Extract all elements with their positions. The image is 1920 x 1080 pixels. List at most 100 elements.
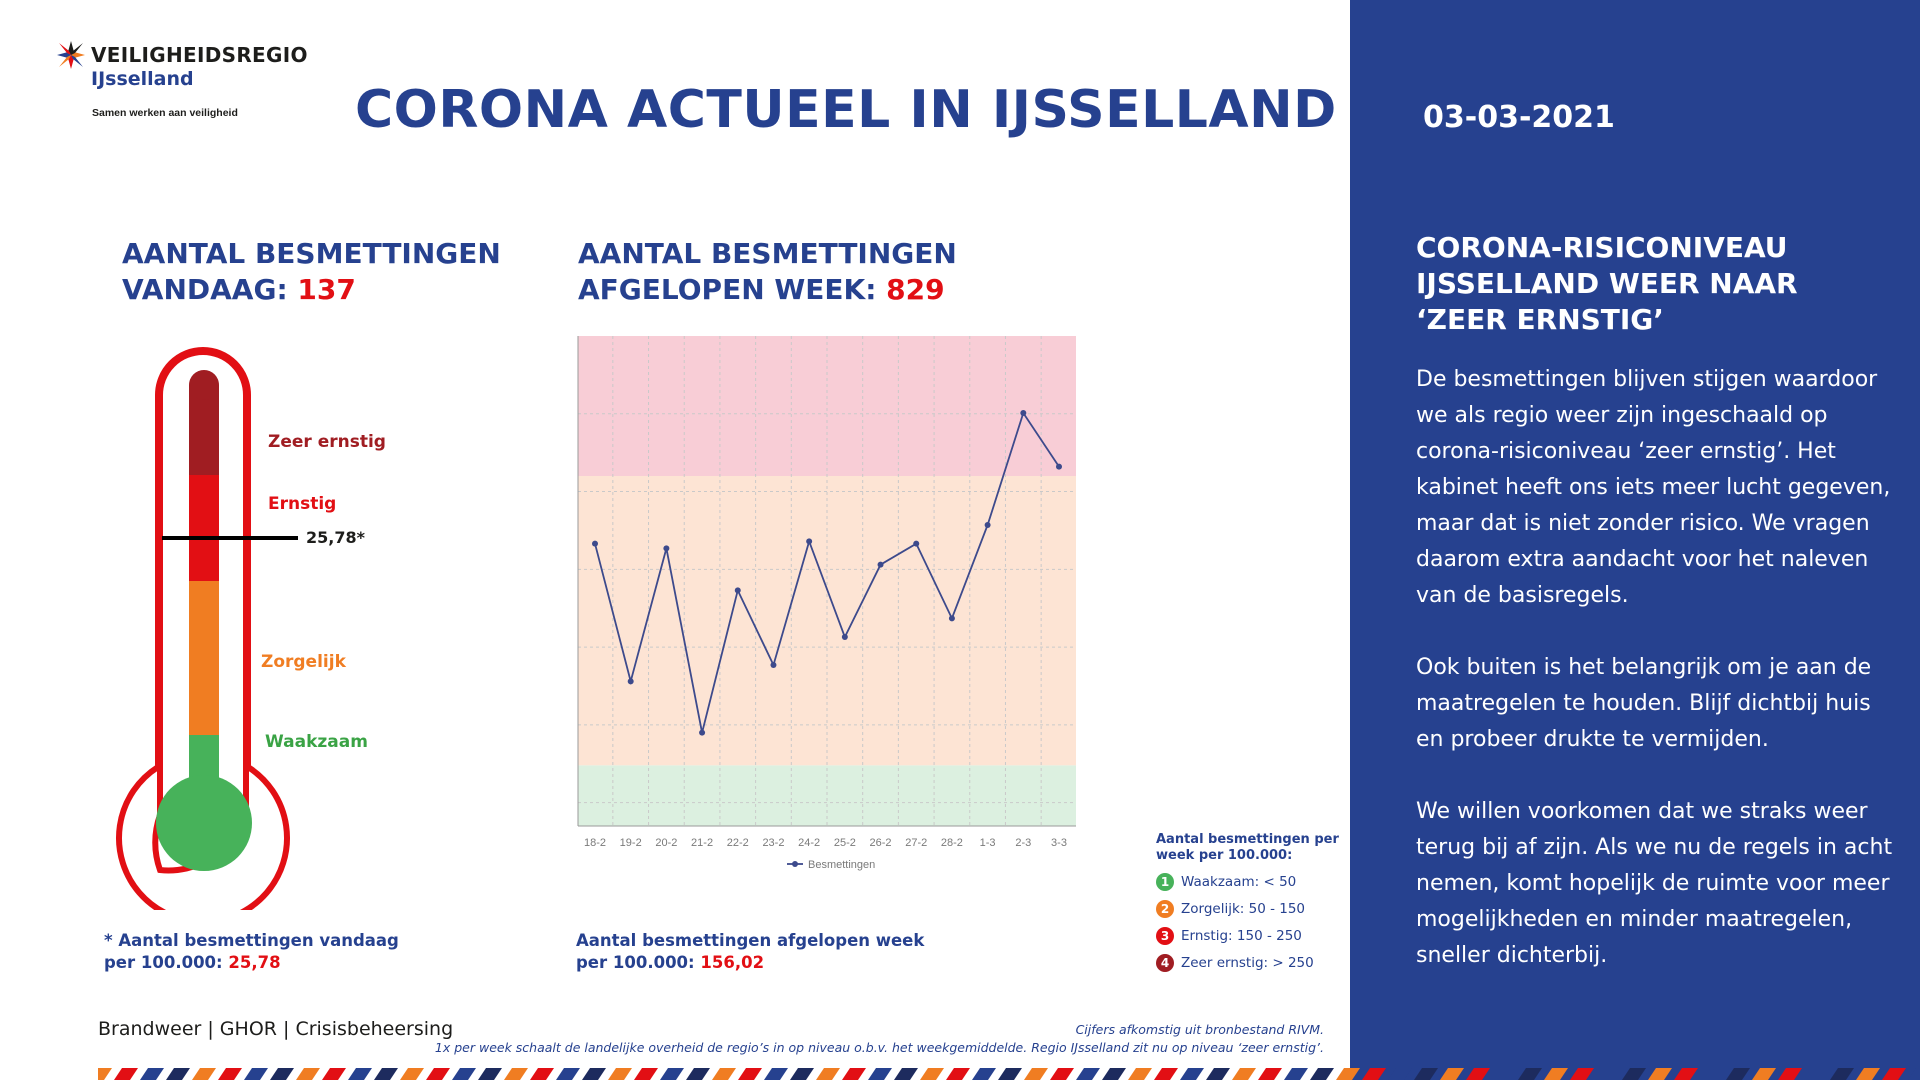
stripe-segment: [816, 1068, 840, 1080]
chart-point: [699, 729, 706, 736]
stripe-segment: [1596, 1068, 1620, 1080]
number-3-icon: 3: [1156, 927, 1174, 945]
chart-point: [734, 587, 741, 594]
stripe-segment: [712, 1068, 736, 1080]
page-title: CORONA ACTUEEL IN IJSSELLAND: [355, 80, 1337, 140]
chart-point: [913, 540, 920, 547]
risk-legend-item: 1 Waakzaam: < 50: [1156, 873, 1296, 891]
stripe-segment: [660, 1068, 684, 1080]
stripe-segment: [1440, 1068, 1464, 1080]
stripe-segment: [764, 1068, 788, 1080]
level-label-waakzaam: Waakzaam: [265, 732, 368, 752]
risk-legend-title-line1: Aantal besmettingen per: [1156, 832, 1339, 847]
stripe-segment: [1154, 1068, 1178, 1080]
stripe-segment: [894, 1068, 918, 1080]
chart-legend-marker: [792, 861, 798, 867]
stripe-segment: [1492, 1068, 1516, 1080]
risk-legend-item: 4 Zeer ernstig: > 250: [1156, 954, 1314, 972]
chart-x-tick-label: 1-3: [980, 837, 996, 849]
stripe-segment: [1206, 1068, 1230, 1080]
stripe-segment: [478, 1068, 502, 1080]
chart-point: [841, 634, 848, 640]
thermometer-frame: [116, 347, 290, 910]
stripe-segment: [1336, 1068, 1360, 1080]
stripe-segment: [1648, 1068, 1672, 1080]
week-value: 829: [886, 273, 945, 306]
risk-legend-item: 2 Zorgelijk: 50 - 150: [1156, 900, 1305, 918]
stripe-segment: [114, 1068, 138, 1080]
chart-point: [984, 522, 991, 528]
stripe-segment: [166, 1068, 190, 1080]
week-heading-line2: AFGELOPEN WEEK:: [578, 273, 887, 306]
stripe-segment: [192, 1068, 216, 1080]
thermometer-bulb: [156, 775, 252, 871]
week-heading-line1: AANTAL BESMETTINGEN: [578, 237, 957, 270]
week-footnote-line1: Aantal besmettingen afgelopen week: [576, 931, 925, 950]
thermometer-graphic: [116, 347, 298, 910]
stripe-segment: [842, 1068, 866, 1080]
stripe-segment: [452, 1068, 476, 1080]
stripe-segment: [1128, 1068, 1152, 1080]
stripe-segment: [1284, 1068, 1308, 1080]
stripe-segment: [1232, 1068, 1256, 1080]
stripe-segment: [426, 1068, 450, 1080]
level-label-zorgelijk: Zorgelijk: [261, 652, 346, 672]
stripe-segment: [608, 1068, 632, 1080]
stripe-segment: [504, 1068, 528, 1080]
stripe-segment: [1518, 1068, 1542, 1080]
org-region: IJsselland: [91, 68, 194, 90]
stripe-segment: [1700, 1068, 1724, 1080]
chart-point: [627, 678, 634, 685]
stripe-segment: [140, 1068, 164, 1080]
stripe-segment: [738, 1068, 762, 1080]
stripe-segment: [1856, 1068, 1880, 1080]
risk-legend-title-line2: week per 100.000:: [1156, 848, 1293, 863]
chart-legend-label: Besmettingen: [808, 859, 875, 871]
stripe-segment: [1102, 1068, 1126, 1080]
stripe-segment: [1544, 1068, 1568, 1080]
chart-x-tick-label: 3-3: [1051, 837, 1067, 849]
panel-heading-line1: CORONA-RISICONIVEAU: [1416, 231, 1788, 264]
side-panel: [1350, 0, 1920, 1080]
footer-services: Brandweer | GHOR | Crisisbeheersing: [98, 1018, 454, 1040]
stripe-segment: [920, 1068, 944, 1080]
stripe-segment: [686, 1068, 710, 1080]
chart-x-tick-label: 27-2: [905, 837, 927, 849]
stripe-segment: [634, 1068, 658, 1080]
chart-point: [1020, 410, 1027, 416]
stripe-segment: [582, 1068, 606, 1080]
stripe-segment: [1752, 1068, 1776, 1080]
stripe-segment: [348, 1068, 372, 1080]
stripe-segment: [1050, 1068, 1074, 1080]
level-zorgelijk: [189, 581, 219, 735]
stripe-segment: [790, 1068, 814, 1080]
stripe-segment: [1076, 1068, 1100, 1080]
chart-point: [1056, 463, 1062, 470]
risk-legend-label: Zorgelijk: 50 - 150: [1181, 901, 1306, 917]
stripe-segment: [946, 1068, 970, 1080]
chart-point: [948, 615, 955, 622]
method-note: 1x per week schaalt de landelijke overhe…: [434, 1040, 1324, 1055]
stripe-segment: [1622, 1068, 1646, 1080]
chart-x-tick-label: 25-2: [834, 837, 856, 849]
stripe-segment: [868, 1068, 892, 1080]
stripe-segment: [1388, 1068, 1412, 1080]
stripe-segment: [972, 1068, 996, 1080]
panel-paragraph: Ook buiten is het belangrijk om je aan d…: [1416, 655, 1872, 752]
chart-point: [877, 561, 884, 568]
stripe-segment: [998, 1068, 1022, 1080]
chart-x-tick-label: 2-3: [1015, 837, 1031, 849]
stripe-segment: [1362, 1068, 1386, 1080]
number-1-icon: 1: [1156, 873, 1174, 891]
thermometer-marker-label: 25,78*: [306, 528, 365, 547]
chart-x-tick-label: 26-2: [870, 837, 892, 849]
panel-heading: CORONA-RISICONIVEAU IJSSELLAND WEER NAAR…: [1416, 230, 1886, 338]
logo-star-icon: [57, 41, 85, 69]
risk-legend-label: Waakzaam: < 50: [1181, 874, 1297, 890]
stripe-segment: [1726, 1068, 1750, 1080]
stripe-segment: [1908, 1068, 1920, 1080]
stripe-segment: [1882, 1068, 1906, 1080]
stripe-segment: [1310, 1068, 1334, 1080]
stripe-segment: [1674, 1068, 1698, 1080]
chart-x-tick-label: 19-2: [620, 837, 642, 849]
